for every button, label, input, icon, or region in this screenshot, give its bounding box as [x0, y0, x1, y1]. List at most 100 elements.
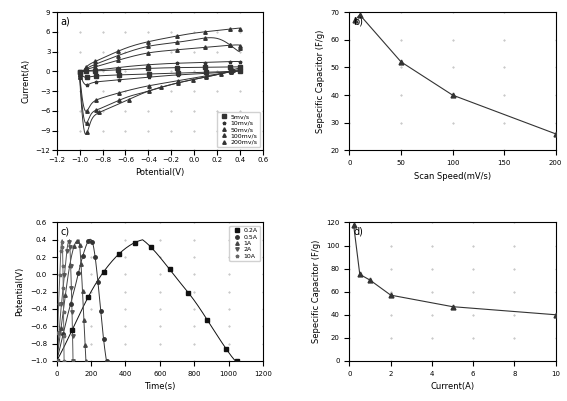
- 10A: [57, 248, 64, 253]
- 100mv/s: [92, 108, 99, 113]
- 10mv/s: [203, 71, 210, 76]
- 5mv/s: [116, 73, 123, 77]
- 2A: [69, 310, 75, 315]
- 2A: [61, 273, 67, 278]
- 1A: [83, 358, 90, 363]
- 0.2A: [166, 267, 173, 272]
- 50mv/s: [83, 109, 90, 113]
- 2A: [64, 248, 70, 253]
- Line: 10mv/s: 10mv/s: [78, 69, 242, 87]
- Legend: 0.2A, 0.5A, 1A, 2A, 10A: 0.2A, 0.5A, 1A, 2A, 10A: [230, 226, 260, 261]
- 2A: [69, 334, 76, 339]
- 200mv/s: [229, 67, 236, 72]
- Text: c): c): [61, 227, 70, 237]
- 10A: [60, 286, 67, 291]
- 100mv/s: [83, 120, 90, 125]
- 10A: [60, 263, 66, 268]
- 50mv/s: [228, 69, 235, 74]
- 50mv/s: [175, 78, 181, 83]
- 10mv/s: [236, 68, 243, 73]
- 0.2A: [100, 269, 107, 274]
- Line: 0.5A: 0.5A: [55, 239, 108, 363]
- 5mv/s: [228, 69, 235, 74]
- 0.2A: [132, 240, 138, 245]
- Line: 2A: 2A: [55, 240, 75, 363]
- 1A: [58, 326, 65, 330]
- 10mv/s: [175, 73, 181, 77]
- 5mv/s: [92, 74, 99, 79]
- Line: 10A: 10A: [55, 240, 66, 363]
- 10A: [53, 358, 60, 363]
- Line: 100mv/s: 100mv/s: [78, 68, 242, 125]
- 100mv/s: [146, 89, 153, 93]
- 10mv/s: [116, 77, 123, 82]
- 100mv/s: [236, 67, 243, 72]
- 1A: [78, 262, 84, 267]
- 0.2A: [223, 346, 230, 351]
- 200mv/s: [125, 97, 132, 102]
- 50mv/s: [146, 83, 153, 88]
- 200mv/s: [236, 66, 243, 71]
- 200mv/s: [96, 110, 103, 115]
- 0.5A: [89, 239, 96, 244]
- Y-axis label: Sepecific Capacitor (F/g): Sepecific Capacitor (F/g): [316, 30, 325, 133]
- 5mv/s: [175, 71, 181, 75]
- X-axis label: Scan Speed(mV/s): Scan Speed(mV/s): [414, 172, 491, 181]
- 10mv/s: [228, 69, 235, 74]
- 5mv/s: [76, 70, 83, 75]
- 0.2A: [234, 358, 240, 363]
- 100mv/s: [116, 98, 123, 103]
- Y-axis label: Sepecific Capacitor (F/g): Sepecific Capacitor (F/g): [312, 240, 321, 343]
- 1A: [76, 242, 83, 247]
- 1A: [79, 289, 86, 294]
- 5mv/s: [203, 70, 210, 75]
- 100mv/s: [203, 75, 210, 79]
- 10mv/s: [92, 80, 99, 85]
- 0.5A: [75, 271, 82, 275]
- 100mv/s: [175, 80, 181, 85]
- 1A: [71, 243, 78, 248]
- 200mv/s: [76, 74, 83, 79]
- Y-axis label: Current(A): Current(A): [21, 59, 30, 103]
- Line: 50mv/s: 50mv/s: [78, 68, 242, 113]
- 1A: [81, 318, 87, 323]
- 10mv/s: [76, 70, 83, 75]
- 0.2A: [147, 245, 154, 249]
- X-axis label: Time(s): Time(s): [144, 382, 175, 391]
- 2A: [70, 358, 77, 363]
- 2A: [66, 245, 73, 249]
- 0.5A: [100, 337, 107, 342]
- 10mv/s: [83, 83, 90, 87]
- 0.5A: [92, 255, 99, 259]
- 10A: [59, 245, 66, 249]
- 200mv/s: [157, 85, 164, 90]
- 10A: [55, 302, 62, 307]
- 50mv/s: [236, 68, 243, 73]
- 0.2A: [69, 327, 76, 332]
- 1A: [74, 239, 81, 243]
- 10A: [60, 334, 67, 339]
- 10A: [61, 358, 67, 363]
- X-axis label: Potential(V): Potential(V): [135, 168, 184, 177]
- 0.2A: [116, 251, 122, 256]
- 2A: [68, 286, 75, 291]
- 0.5A: [95, 279, 101, 284]
- 50mv/s: [76, 72, 83, 77]
- Text: d): d): [354, 227, 363, 237]
- 50mv/s: [203, 73, 210, 78]
- 0.2A: [53, 358, 60, 363]
- 0.5A: [67, 301, 74, 306]
- Text: a): a): [61, 16, 70, 26]
- 50mv/s: [92, 98, 99, 103]
- 10A: [56, 273, 63, 278]
- 1A: [66, 263, 73, 267]
- 2A: [53, 358, 60, 363]
- 2A: [65, 239, 72, 244]
- 0.2A: [185, 290, 192, 295]
- Y-axis label: Potential(V): Potential(V): [15, 267, 24, 316]
- 10mv/s: [146, 75, 153, 80]
- 1A: [53, 358, 60, 363]
- 0.5A: [60, 331, 66, 336]
- 2A: [58, 302, 65, 307]
- 0.5A: [98, 309, 104, 314]
